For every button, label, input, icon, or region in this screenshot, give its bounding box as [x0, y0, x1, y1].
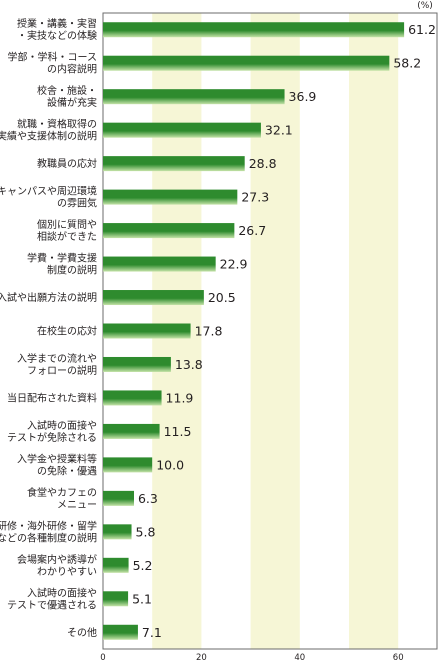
- bar: [103, 457, 153, 473]
- bar: [103, 390, 162, 406]
- category-label-line: テストで優遇される: [7, 598, 97, 611]
- category-label: 企業研修・海外研修・留学などの各種制度の説明: [0, 519, 97, 544]
- bar: [103, 189, 238, 205]
- value-label: 61.2: [408, 22, 436, 37]
- category-label: 在校生の応対: [37, 325, 97, 338]
- category-label-line: メニュー: [57, 500, 97, 511]
- bar: [103, 356, 171, 372]
- category-label-line: 会場案内や誘導が: [17, 553, 97, 566]
- x-tick-label: 0: [100, 653, 105, 662]
- category-label: 入試や出願方法の説明: [0, 291, 97, 304]
- background-band: [250, 13, 300, 649]
- value-label: 22.9: [220, 257, 248, 272]
- category-label: 学部・学科・コースの内容説明: [8, 51, 98, 76]
- value-label: 7.1: [142, 625, 162, 640]
- category-label: 会場案内や誘導がわかりやすい: [17, 553, 97, 578]
- x-tick-label: 20: [196, 653, 207, 662]
- x-tick-label: 60: [393, 653, 404, 662]
- category-label-line: 就職・資格取得の: [17, 118, 97, 131]
- category-label-line: わかりやすい: [37, 566, 97, 578]
- value-label: 27.3: [241, 190, 269, 205]
- value-label: 58.2: [393, 56, 421, 71]
- category-label-line: の免除・優遇: [37, 464, 97, 477]
- category-label: キャンパスや周辺環境の雰囲気: [0, 185, 97, 210]
- value-label: 10.0: [156, 457, 184, 472]
- value-label: 26.7: [238, 223, 266, 238]
- category-label-line: 学部・学科・コース: [8, 51, 98, 64]
- category-label-line: 入試時の面接や: [27, 586, 97, 599]
- category-label-line: 制度の説明: [47, 264, 97, 277]
- category-label-line: 実績や支援体制の説明: [0, 130, 97, 143]
- category-label-line: 教職員の応対: [37, 157, 97, 170]
- value-label: 5.8: [136, 524, 156, 539]
- category-label-line: 入学までの流れや: [17, 352, 97, 365]
- category-label-line: フォローの説明: [27, 364, 97, 377]
- category-label-line: キャンパスや周辺環境: [0, 185, 97, 198]
- value-label: 28.8: [249, 156, 277, 171]
- bar: [103, 55, 390, 71]
- x-tick-label: 40: [294, 653, 305, 662]
- category-label: 授業・講義・実習・実技などの体験: [17, 17, 97, 42]
- category-label: 入学までの流れやフォローの説明: [17, 352, 97, 377]
- category-label: 就職・資格取得の実績や支援体制の説明: [0, 118, 97, 143]
- background-band: [349, 13, 399, 649]
- category-label-line: ・実技などの体験: [17, 29, 97, 42]
- category-label-line: 入試や出願方法の説明: [0, 291, 97, 304]
- category-label-line: 当日配布された資料: [7, 391, 97, 404]
- category-label-line: 在校生の応対: [37, 325, 97, 338]
- bar: [103, 256, 216, 272]
- value-label: 11.9: [166, 390, 194, 405]
- category-label: 入試時の面接やテストが免除される: [7, 419, 97, 444]
- category-label-line: の内容説明: [47, 63, 97, 76]
- category-label: 当日配布された資料: [7, 391, 97, 404]
- category-label-line: 企業研修・海外研修・留学: [0, 519, 97, 532]
- category-label-line: 学費・学費支援: [27, 252, 97, 265]
- category-label-line: 食堂やカフェの: [27, 486, 97, 499]
- category-label-line: 校舎・施設・: [37, 84, 97, 97]
- category-label: 食堂やカフェのメニュー: [27, 486, 97, 511]
- bar: [103, 490, 134, 506]
- bar: [103, 223, 235, 239]
- bar: [103, 290, 204, 306]
- category-label-line: 相談ができた: [37, 230, 97, 243]
- bar: [103, 22, 405, 38]
- category-label: その他: [67, 626, 97, 639]
- value-label: 13.8: [175, 357, 203, 372]
- unit-label: (%): [417, 1, 433, 11]
- bar: [103, 423, 160, 439]
- value-label: 32.1: [265, 123, 293, 138]
- value-label: 5.2: [133, 558, 153, 573]
- category-label: 個別に質問や相談ができた: [37, 218, 97, 243]
- bar: [103, 89, 285, 105]
- category-label: 学費・学費支援制度の説明: [27, 252, 97, 277]
- category-label-line: などの各種制度の説明: [0, 531, 97, 544]
- bar: [103, 524, 132, 540]
- category-label-line: テストが免除される: [7, 431, 97, 444]
- category-label-line: その他: [67, 626, 97, 639]
- value-label: 17.8: [195, 324, 223, 339]
- category-label: 入学金や授業料等の免除・優遇: [17, 452, 97, 477]
- category-label: 校舎・施設・設備が充実: [37, 84, 97, 109]
- value-label: 36.9: [289, 89, 317, 104]
- category-label-line: 個別に質問や: [37, 218, 97, 231]
- category-label: 入試時の面接やテストで優遇される: [7, 586, 97, 611]
- category-label-line: 入学金や授業料等: [17, 452, 97, 465]
- value-label: 20.5: [208, 290, 236, 305]
- category-label-line: 入試時の面接や: [27, 419, 97, 432]
- category-label: 教職員の応対: [37, 157, 97, 170]
- bar: [103, 624, 138, 640]
- category-label-line: 設備が充実: [47, 96, 97, 109]
- category-label-line: の雰囲気: [57, 197, 97, 210]
- bar: [103, 156, 245, 172]
- category-label-line: 授業・講義・実習: [17, 17, 97, 30]
- bar: [103, 591, 129, 607]
- bar: [103, 557, 129, 573]
- value-label: 11.5: [164, 424, 192, 439]
- bar: [103, 323, 191, 339]
- value-label: 6.3: [138, 491, 158, 506]
- value-label: 5.1: [132, 591, 152, 606]
- bar: [103, 122, 261, 138]
